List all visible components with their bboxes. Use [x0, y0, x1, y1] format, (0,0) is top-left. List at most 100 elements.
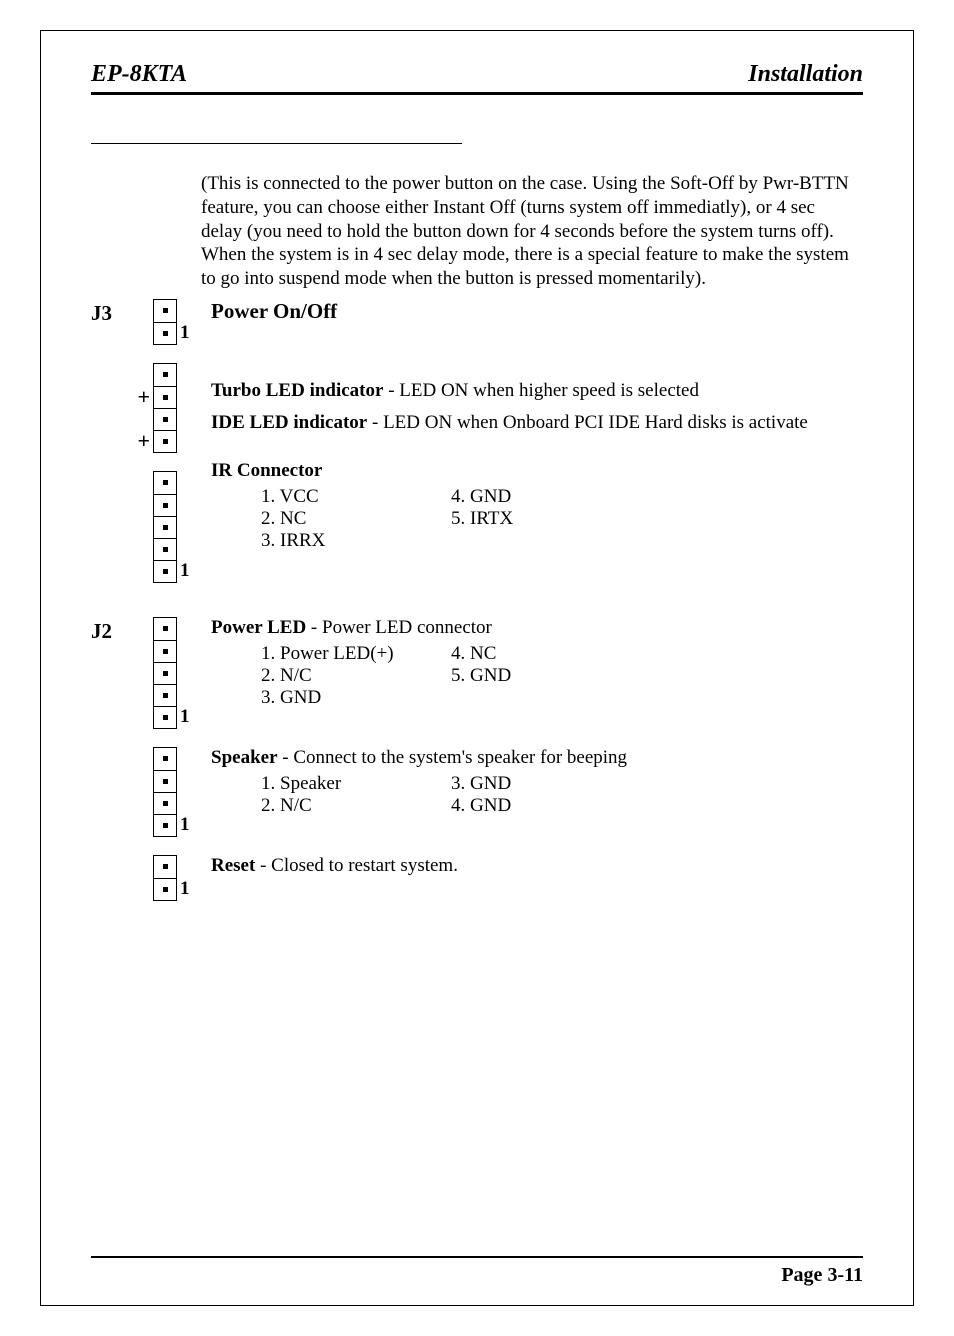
pin-dot-icon: [163, 417, 168, 422]
pin-dot-icon: [163, 308, 168, 313]
pin: [154, 618, 176, 640]
pin-dot-icon: [163, 626, 168, 631]
pin: [154, 472, 176, 494]
j3-label: J3: [91, 299, 131, 326]
turbo-led-title: Turbo LED indicator: [211, 380, 383, 401]
plus-marker: +: [137, 428, 150, 454]
list-item: 2. NC: [261, 508, 451, 530]
pin: [154, 364, 176, 386]
pin-1-marker: 1: [180, 814, 190, 836]
pin: [154, 538, 176, 560]
j3-power-pins: 1: [153, 299, 177, 345]
turbo-led-desc: - LED ON when higher speed is selected: [383, 380, 699, 401]
speaker-title: Speaker: [211, 747, 278, 768]
pin-dot-icon: [163, 756, 168, 761]
list-item: 5. IRTX: [451, 508, 863, 530]
pin-dot-icon: [163, 480, 168, 485]
pin: +: [154, 430, 176, 452]
pin-dot-icon: [163, 864, 168, 869]
section-rule: [91, 143, 462, 144]
power-led-title: Power LED: [211, 617, 306, 638]
list-item: 4. GND: [451, 486, 863, 508]
pin-dot-icon: [163, 801, 168, 806]
power-led-pin-list: 1. Power LED(+) 2. N/C 3. GND 4. NC 5. G…: [261, 643, 863, 709]
list-item: 2. N/C: [261, 795, 451, 817]
pin-dot-icon: [163, 693, 168, 698]
reset-desc: - Closed to restart system.: [255, 855, 458, 876]
pin-dot-icon: [163, 649, 168, 654]
speaker-desc: - Connect to the system's speaker for be…: [278, 747, 628, 768]
pin-dot-icon: [163, 823, 168, 828]
pin: [154, 856, 176, 878]
pin: [154, 748, 176, 770]
power-onoff-title: Power On/Off: [211, 299, 337, 323]
j3-row: J3 1 + +: [91, 299, 863, 583]
list-item: 1. VCC: [261, 486, 451, 508]
pin-dot-icon: [163, 503, 168, 508]
j2-label: J2: [91, 617, 131, 644]
j2-reset-pins: 1: [153, 855, 177, 901]
ir-connector-title: IR Connector: [211, 460, 322, 481]
pin-dot-icon: [163, 331, 168, 336]
list-item: 4. GND: [451, 795, 863, 817]
reset-title: Reset: [211, 855, 255, 876]
list-item: 1. Speaker: [261, 773, 451, 795]
pin: 1: [154, 560, 176, 582]
pin-1-marker: 1: [180, 706, 190, 728]
j3-led-pins: + +: [153, 363, 177, 453]
pin: +: [154, 386, 176, 408]
pin-dot-icon: [163, 779, 168, 784]
pin: 1: [154, 878, 176, 900]
turbo-led-line: Turbo LED indicator - LED ON when higher…: [211, 380, 863, 402]
pin: 1: [154, 814, 176, 836]
j2-descriptions: Power LED - Power LED connector 1. Power…: [201, 617, 863, 881]
pin: [154, 300, 176, 322]
pin-1-marker: 1: [180, 322, 190, 344]
pin: [154, 792, 176, 814]
power-led-desc: - Power LED connector: [306, 617, 492, 638]
list-item: 3. GND: [451, 773, 863, 795]
header-right: Installation: [748, 61, 863, 88]
header-left: EP-8KTA: [91, 61, 187, 88]
list-item: 3. IRRX: [261, 530, 451, 552]
list-item: 2. N/C: [261, 665, 451, 687]
list-item: 3. GND: [261, 687, 451, 709]
intro-paragraph: (This is connected to the power button o…: [201, 172, 853, 291]
list-item: 1. Power LED(+): [261, 643, 451, 665]
pin-dot-icon: [163, 887, 168, 892]
pin: [154, 662, 176, 684]
plus-marker: +: [137, 384, 150, 410]
pin: [154, 516, 176, 538]
pin-dot-icon: [163, 569, 168, 574]
pin: [154, 684, 176, 706]
speaker-pin-list: 1. Speaker 2. N/C 3. GND 4. GND: [261, 773, 863, 817]
ide-led-desc: - LED ON when Onboard PCI IDE Hard disks…: [367, 412, 808, 433]
j2-speaker-pins: 1: [153, 747, 177, 837]
pin: [154, 770, 176, 792]
pin-dot-icon: [163, 525, 168, 530]
pin: [154, 408, 176, 430]
pin-dot-icon: [163, 372, 168, 377]
pin: [154, 640, 176, 662]
j3-descriptions: Power On/Off Turbo LED indicator - LED O…: [201, 299, 863, 552]
ide-led-line: IDE LED indicator - LED ON when Onboard …: [211, 412, 863, 434]
pin-dot-icon: [163, 671, 168, 676]
power-led-line: Power LED - Power LED connector: [211, 617, 863, 639]
page-footer: Page 3-11: [91, 1256, 863, 1287]
pin-dot-icon: [163, 395, 168, 400]
j3-ir-pins: 1: [153, 471, 177, 583]
list-item: 4. NC: [451, 643, 863, 665]
speaker-line: Speaker - Connect to the system's speake…: [211, 747, 863, 769]
j3-pin-column: 1 + +: [131, 299, 201, 583]
list-item: 5. GND: [451, 665, 863, 687]
pin: 1: [154, 322, 176, 344]
j2-pin-column: 1 1 1: [131, 617, 201, 901]
j2-row: J2 1 1: [91, 617, 863, 901]
pin-dot-icon: [163, 547, 168, 552]
reset-line: Reset - Closed to restart system.: [211, 855, 863, 877]
pin: [154, 494, 176, 516]
pin-dot-icon: [163, 439, 168, 444]
ide-led-title: IDE LED indicator: [211, 412, 367, 433]
pin-1-marker: 1: [180, 560, 190, 582]
page-frame: EP-8KTA Installation (This is connected …: [40, 30, 914, 1306]
